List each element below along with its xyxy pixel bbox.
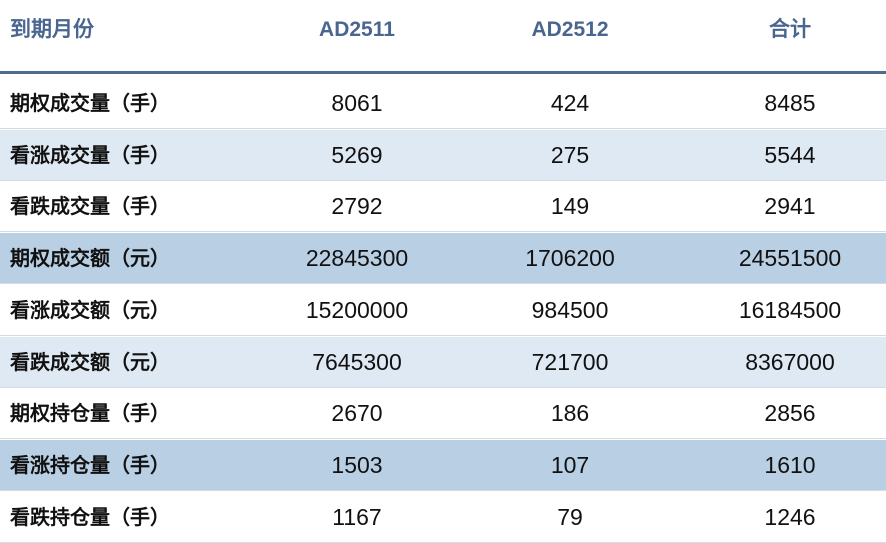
cell-value: 1503 [331,451,383,478]
header-rule [0,71,886,74]
header-cell: AD2512 [531,18,609,41]
row-label: 看跌持仓量（手） [10,504,170,529]
table-row: 看涨成交量（手） 5269 275 5544 [0,129,886,181]
cell-value: 1246 [764,503,816,530]
cell-value: 79 [557,503,583,530]
cell-value: 16184500 [738,296,842,323]
cell-value: 186 [550,400,590,427]
row-label: 期权成交量（手） [10,91,170,115]
row-label: 期权持仓量（手） [10,401,170,426]
table-row: 看涨持仓量（手） 1503 107 1610 [0,439,886,491]
cell-value: 7645300 [312,348,402,375]
cell-value: 984500 [531,296,609,323]
cell-value: 424 [550,90,590,116]
header-cell: 到期月份 [10,18,94,41]
cell-value: 24551500 [738,245,842,272]
cell-value: 275 [550,141,590,168]
cell-value: 1167 [332,503,382,530]
cell-value: 2941 [764,193,816,220]
cell-value: 2792 [331,193,383,220]
cell-value: 5544 [764,141,816,168]
cell-value: 149 [550,193,590,220]
row-label: 看涨持仓量（手） [10,452,170,477]
header-cell: 合计 [769,18,811,41]
table-row: 看跌成交额（元） 7645300 721700 8367000 [0,336,886,388]
cell-value: 22845300 [305,245,409,272]
table-row: 看跌持仓量（手） 1167 79 1246 [0,492,886,543]
cell-value: 1610 [764,451,816,478]
header-cell: AD2511 [319,18,395,41]
row-label: 看跌成交量（手） [10,194,170,219]
table-row: 期权成交量（手） 8061 424 8485 [0,78,886,129]
row-label: 看涨成交量（手） [10,142,170,167]
cell-value: 1706200 [525,245,615,272]
table-row: 看涨成交额（元） 15200000 984500 16184500 [0,285,886,336]
table-row: 期权持仓量（手） 2670 186 2856 [0,388,886,440]
row-label: 看涨成交额（元） [10,297,170,322]
table-row: 期权成交额（元） 22845300 1706200 24551500 [0,233,886,285]
cell-value: 2670 [331,400,383,427]
cell-value: 5269 [331,141,383,168]
cell-value: 8367000 [745,348,835,375]
cell-value: 8061 [331,90,383,116]
row-label: 看跌成交额（元） [10,349,170,374]
cell-value: 8485 [764,90,816,116]
cell-value: 2856 [764,400,816,427]
row-label: 期权成交额（元） [10,246,170,271]
cell-value: 15200000 [305,296,409,323]
cell-value: 107 [550,451,590,478]
cell-value: 721700 [531,348,609,375]
table-row: 看跌成交量（手） 2792 149 2941 [0,181,886,233]
